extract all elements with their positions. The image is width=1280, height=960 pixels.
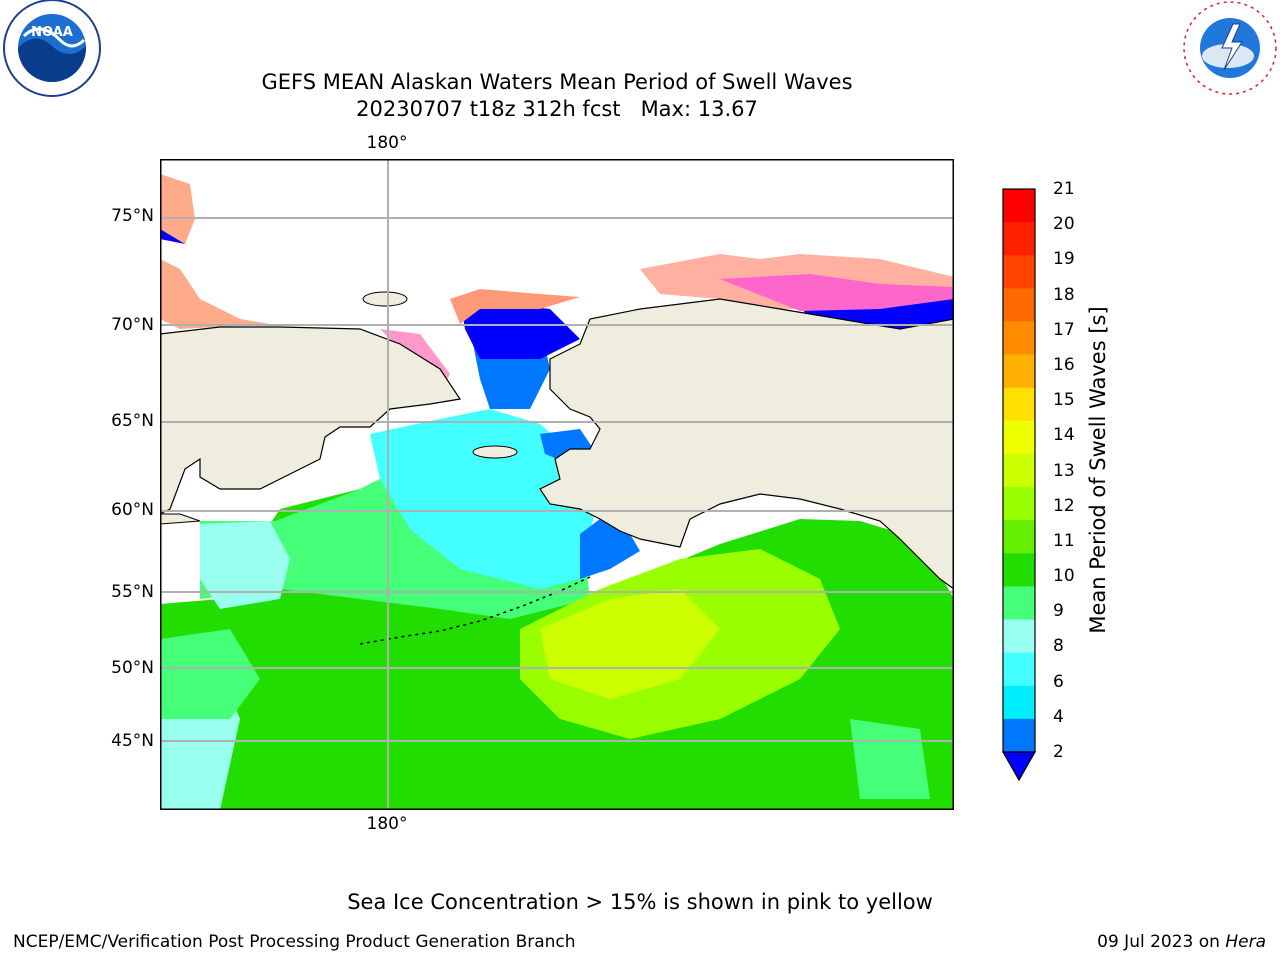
colorbar-label: Mean Period of Swell Waves [s]: [1086, 306, 1110, 634]
lat-label-60n: 60°N: [111, 500, 154, 520]
island-st-lawrence: [472, 445, 518, 459]
colorbar-band: [1003, 222, 1035, 256]
sea-ice-nw: [160, 174, 195, 244]
colorbar-tick-label: 10: [1053, 566, 1075, 587]
colorbar-band: [1003, 288, 1035, 322]
colorbar-band: [1003, 520, 1035, 554]
colorbar-band: [1003, 255, 1035, 289]
colorbar-band: [1003, 619, 1035, 654]
lat-label-75n: 75°N: [111, 206, 154, 226]
map-frame: [160, 159, 954, 810]
sea-ice-chukchi: [450, 289, 580, 324]
colorbar-tick-label: 9: [1053, 601, 1064, 622]
swell-zone-lightgreen-se: [850, 719, 930, 799]
colorbar-tick-label: 19: [1053, 249, 1075, 270]
lat-label-70n: 70°N: [111, 315, 154, 335]
island-wrangel: [362, 291, 408, 307]
land-siberia-west: [160, 513, 201, 525]
colorbar-tick-label: 2: [1053, 742, 1064, 762]
lat-label-50n: 50°N: [111, 658, 154, 678]
colorbar-band: [1003, 189, 1035, 223]
land-alaska: [539, 298, 954, 590]
colorbar-tick-label: 15: [1053, 390, 1075, 411]
colorbar-tick-label: 6: [1053, 671, 1064, 692]
colorbar-tick-label: 11: [1053, 530, 1075, 551]
colorbar-tick-label: 18: [1053, 284, 1075, 305]
lat-label-55n: 55°N: [111, 582, 154, 602]
lat-label-45n: 45°N: [111, 731, 154, 751]
colorbar-tick-label: 4: [1053, 706, 1064, 727]
lon-label-top: 180°: [366, 133, 408, 153]
colorbar-tick-label: 8: [1053, 636, 1064, 657]
colorbar-under-triangle: [1001, 751, 1037, 782]
swell-zone-blue-bristol: [580, 519, 640, 579]
swell-zone-chukchi-deep: [460, 299, 580, 359]
colorbar: [1001, 188, 1037, 782]
colorbar-tick-label: 12: [1053, 495, 1075, 516]
colorbar-tick-label: 21: [1053, 179, 1075, 199]
chart-title: GEFS MEAN Alaskan Waters Mean Period of …: [261, 70, 853, 94]
colorbar-band: [1003, 652, 1035, 687]
sea-ice-footnote: Sea Ice Concentration > 15% is shown in …: [347, 890, 933, 914]
colorbar-tick-label: 14: [1053, 425, 1075, 446]
swell-zone-lime: [540, 589, 720, 699]
footer-credit: NCEP/EMC/Verification Post Processing Pr…: [13, 932, 576, 952]
colorbar-tick-label: 13: [1053, 460, 1075, 481]
footer-host: Hera: [1225, 932, 1266, 952]
swell-zone-cyan: [370, 409, 600, 589]
colorbar-band: [1003, 387, 1035, 422]
colorbar-tick-label: 17: [1053, 319, 1075, 340]
colorbar-tick-label: 16: [1053, 354, 1075, 375]
land-chukotka: [160, 326, 462, 515]
lat-label-65n: 65°N: [111, 411, 154, 431]
colorbar-frame: [1002, 188, 1036, 753]
svg-text:NOAA: NOAA: [31, 25, 73, 40]
colorbar-band: [1003, 586, 1035, 621]
swell-zone-lightgreen-sw: [160, 629, 260, 719]
footer-date: 09 Jul 2023 on Hera: [1097, 932, 1266, 952]
graticule: [160, 159, 954, 810]
footer-date-text: 09 Jul 2023 on: [1097, 932, 1220, 952]
colorbar-band: [1003, 487, 1035, 521]
colorbar-tick-label: 20: [1053, 214, 1075, 235]
lon-label-bottom: 180°: [366, 814, 408, 834]
sea-ice-beaufort-inner: [720, 274, 954, 311]
colorbar-band: [1003, 685, 1035, 720]
chart-subtitle: 20230707 t18z 312h fcst Max: 13.67: [356, 97, 758, 121]
noaa-logo: NOAA: [3, 0, 101, 97]
map-panel: [160, 159, 954, 810]
colorbar-band: [1003, 453, 1035, 488]
colorbar-band: [1003, 420, 1035, 455]
colorbar-band: [1003, 718, 1035, 753]
nws-logo: [1183, 1, 1277, 95]
swell-zone-lightcyan-west: [200, 521, 290, 609]
colorbar-band: [1003, 553, 1035, 587]
colorbar-band: [1003, 321, 1035, 356]
colorbar-band: [1003, 354, 1035, 389]
sea-ice-siberia: [160, 259, 270, 329]
